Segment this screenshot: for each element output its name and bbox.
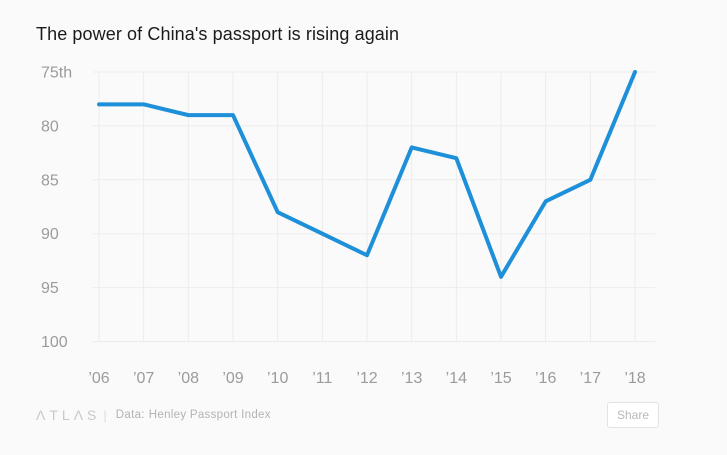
x-tick-label: ’11 [312, 370, 332, 387]
x-tick-label: ’10 [267, 370, 288, 387]
x-tick-label: ’17 [580, 370, 601, 387]
share-button[interactable]: Share [606, 402, 659, 428]
y-tick-label: 100 [41, 334, 68, 351]
x-tick-label: ’15 [490, 370, 511, 387]
y-tick-label: 95 [41, 280, 59, 297]
y-tick-label: 80 [41, 118, 59, 135]
x-tick-label: ’16 [535, 370, 556, 387]
x-tick-label: ’07 [133, 370, 154, 387]
x-tick-label: ’14 [446, 370, 467, 387]
x-tick-label: ’13 [401, 370, 422, 387]
x-tick-label: ’09 [222, 370, 243, 387]
x-tick-label: ’08 [178, 370, 199, 387]
footer-separator: | [103, 407, 107, 423]
chart-title: The power of China's passport is rising … [36, 24, 400, 44]
x-tick-label: ’12 [356, 370, 377, 387]
footer: ΛTLΛS | Data: Henley Passport Index Share [36, 402, 659, 428]
data-credit-source: Henley Passport Index [148, 409, 271, 421]
line-chart: 75th 80 85 90 95 100 ’06 ’07 ’08 ’09 ’10 ’11 ’12 ’13 ’… [41, 65, 655, 387]
x-tick-label: ’06 [88, 370, 109, 387]
data-credit-label: Data: [115, 409, 145, 421]
x-tick-label: ’18 [624, 370, 645, 387]
atlas-logo[interactable]: ΛTLΛS [36, 407, 101, 423]
data-credit: Data: Henley Passport Index [116, 409, 271, 421]
y-tick-label: 85 [41, 172, 59, 189]
y-tick-label: 90 [41, 226, 59, 243]
data-line-series [97, 70, 637, 279]
y-tick-label: 75th [41, 65, 72, 82]
